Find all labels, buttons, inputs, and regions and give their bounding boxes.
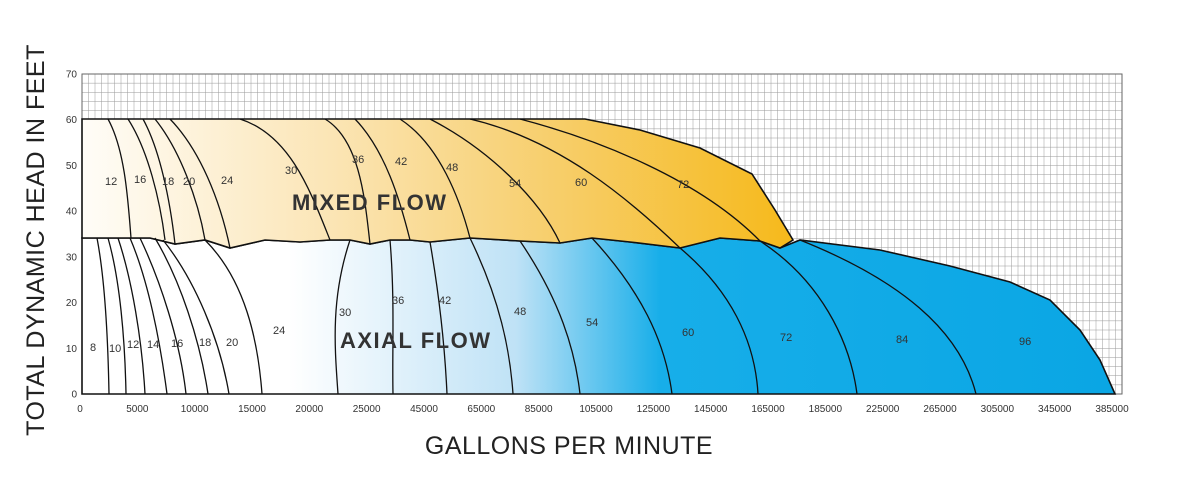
x-tick-label: 20000: [295, 404, 323, 415]
curve-axial-8: [96, 237, 110, 395]
curve-axial-18: [154, 237, 209, 395]
y-tick-label: 30: [66, 252, 78, 263]
curve-axial-42: [429, 241, 448, 395]
axial-flow-region: [81, 237, 1117, 395]
x-axis-title: GALLONS PER MINUTE: [425, 432, 713, 460]
size-label-mixed-20: 20: [183, 176, 195, 188]
axial-flow-size-labels: 8 10 12 14 16 18 20 24 30 36 42 48 54 60…: [90, 295, 1031, 355]
x-tick-label: 385000: [1095, 404, 1129, 415]
x-tick-label: 185000: [809, 404, 843, 415]
size-label-axial-54: 54: [586, 317, 598, 329]
x-tick-label: 125000: [637, 404, 671, 415]
curve-mixed-42: [354, 118, 411, 241]
size-label-axial-72: 72: [780, 332, 792, 344]
x-tick-label: 25000: [353, 404, 381, 415]
x-tick-label: 5000: [126, 404, 149, 415]
size-label-mixed-16: 16: [134, 174, 146, 186]
size-label-axial-18: 18: [199, 337, 211, 349]
x-tick-label: 305000: [981, 404, 1015, 415]
x-tick-label: 345000: [1038, 404, 1072, 415]
region-label-mixed-flow: MIXED FLOW: [292, 190, 448, 215]
size-label-axial-24: 24: [273, 325, 285, 337]
curve-mixed-54: [429, 118, 561, 244]
size-label-axial-14: 14: [147, 339, 159, 351]
y-tick-label: 40: [66, 207, 78, 218]
curve-axial-20: [162, 239, 230, 395]
size-label-mixed-54: 54: [509, 178, 521, 190]
curve-axial-10: [107, 237, 127, 395]
y-tick-label: 20: [66, 298, 78, 309]
size-label-axial-96: 96: [1019, 336, 1031, 348]
size-label-axial-60: 60: [682, 327, 694, 339]
x-tick-label: 105000: [579, 404, 613, 415]
size-label-axial-42: 42: [439, 295, 451, 307]
curve-mixed-24: [169, 118, 231, 249]
size-label-axial-20: 20: [226, 337, 238, 349]
curve-mixed-48: [399, 118, 471, 239]
curve-axial-54: [519, 240, 581, 395]
curve-mixed-20: [154, 118, 206, 241]
curve-mixed-30: [239, 118, 331, 241]
mixed-flow-size-labels: 12 16 18 20 24 30 36 42 48 54 60 72: [105, 154, 689, 191]
x-tick-label: 145000: [694, 404, 728, 415]
size-label-axial-36: 36: [392, 295, 404, 307]
curve-mixed-16: [127, 118, 166, 241]
size-label-axial-16: 16: [171, 338, 183, 350]
size-label-axial-30: 30: [339, 307, 351, 319]
curve-axial-36: [389, 239, 394, 395]
x-tick-label: 85000: [525, 404, 553, 415]
curve-axial-60: [591, 237, 673, 395]
size-label-axial-10: 10: [109, 343, 121, 355]
mixed-flow-curves: [107, 118, 761, 249]
curve-mixed-60: [469, 118, 681, 249]
size-label-mixed-42: 42: [395, 156, 407, 168]
x-tick-label: 10000: [181, 404, 209, 415]
size-label-axial-84: 84: [896, 334, 908, 346]
x-tick-label: 225000: [866, 404, 900, 415]
size-label-axial-12: 12: [127, 339, 139, 351]
size-label-mixed-48: 48: [446, 162, 458, 174]
size-label-mixed-24: 24: [221, 175, 233, 187]
size-label-axial-8: 8: [90, 342, 96, 354]
region-label-axial-flow: AXIAL FLOW: [340, 328, 491, 353]
curve-mixed-36: [324, 118, 371, 245]
x-tick-label: 165000: [751, 404, 785, 415]
size-label-mixed-18: 18: [162, 176, 174, 188]
curve-axial-14: [129, 237, 168, 395]
curve-axial-84: [759, 240, 858, 395]
y-tick-label: 0: [71, 390, 77, 401]
y-axis-ticks: 0 10 20 30 40 50 60 70: [66, 70, 78, 401]
y-tick-label: 10: [66, 344, 78, 355]
curve-axial-48: [469, 237, 514, 395]
curve-mixed-18: [142, 118, 176, 245]
curve-axial-16: [139, 237, 187, 395]
x-tick-label: 15000: [238, 404, 266, 415]
x-tick-label: 265000: [923, 404, 957, 415]
size-label-mixed-60: 60: [575, 177, 587, 189]
curve-axial-96: [799, 239, 977, 395]
size-label-mixed-30: 30: [285, 165, 297, 177]
y-axis-title: TOTAL DYNAMIC HEAD IN FEET: [22, 44, 50, 436]
axial-flow-curves: [96, 237, 977, 395]
y-tick-label: 60: [66, 115, 78, 126]
size-label-mixed-72: 72: [677, 179, 689, 191]
curve-axial-24: [204, 239, 263, 395]
curve-axial-30: [334, 239, 351, 395]
curve-mixed-12: [107, 118, 132, 239]
size-label-mixed-36: 36: [352, 154, 364, 166]
curve-axial-12: [117, 237, 146, 395]
x-tick-label: 65000: [467, 404, 495, 415]
x-axis-ticks: 0 5000 10000 15000 20000 25000 45000 65000 85000…: [77, 404, 1129, 415]
size-label-axial-48: 48: [514, 306, 526, 318]
y-tick-label: 70: [66, 70, 78, 81]
curve-axial-72: [679, 247, 759, 395]
y-tick-label: 50: [66, 161, 78, 172]
size-label-mixed-12: 12: [105, 176, 117, 188]
curve-mixed-72: [519, 118, 761, 242]
x-tick-label: 0: [77, 404, 83, 415]
x-tick-label: 45000: [410, 404, 438, 415]
